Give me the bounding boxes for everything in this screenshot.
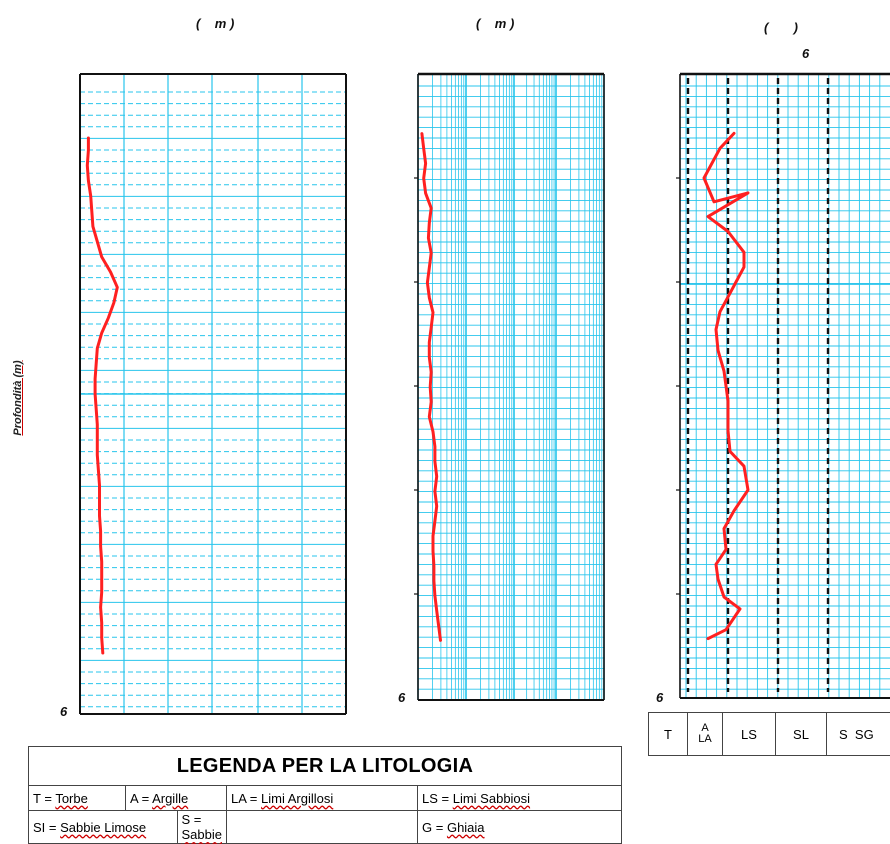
lith-cell-ls: LS (723, 713, 776, 756)
lith-code-s: S (839, 727, 848, 742)
legend-name: Ghiaia (447, 820, 485, 835)
legend-code: SI (33, 820, 45, 835)
legend-cell: LA = Limi Argillosi (227, 786, 418, 811)
legend-name: Torbe (55, 791, 88, 806)
legend-code: LS (422, 791, 438, 806)
plot-background (680, 74, 890, 698)
legend-code: LA (231, 791, 246, 806)
legend-code: T (33, 791, 41, 806)
chart-1 (0, 0, 890, 720)
legend-cell: S = Sabbie (177, 811, 226, 843)
lithology-legend: LEGENDA PER LA LITOLOGIA T = Torbe A = A… (28, 746, 622, 844)
legend-title: LEGENDA PER LA LITOLOGIA (29, 747, 622, 786)
legend-name: Limi Sabbiosi (453, 791, 530, 806)
legend-cell: G = Ghiaia (418, 811, 622, 844)
legend-cell: T = Torbe (29, 786, 126, 811)
legend-cell: LS = Limi Sabbiosi (418, 786, 622, 811)
legend-name: Argille (152, 791, 188, 806)
lith-code-sg: SG (855, 727, 874, 742)
legend-code: S (182, 812, 191, 827)
legend-name: Sabbie Limose (60, 820, 146, 835)
lith-cell-s-sg: S SG (827, 713, 890, 756)
lith-cell-t: T (649, 713, 688, 756)
lith-cell-sl: SL (776, 713, 827, 756)
legend-cell: A = Argille (126, 786, 227, 811)
legend-cell: SI = Sabbie Limose S = Sabbie (29, 811, 227, 844)
legend-name: Limi Argillosi (261, 791, 333, 806)
legend-code: G (422, 820, 432, 835)
legend-cell (227, 811, 418, 844)
legend-cell: SI = Sabbie Limose (29, 811, 177, 843)
lith-code-la: LA (698, 733, 711, 745)
legend-code: A (130, 791, 138, 806)
